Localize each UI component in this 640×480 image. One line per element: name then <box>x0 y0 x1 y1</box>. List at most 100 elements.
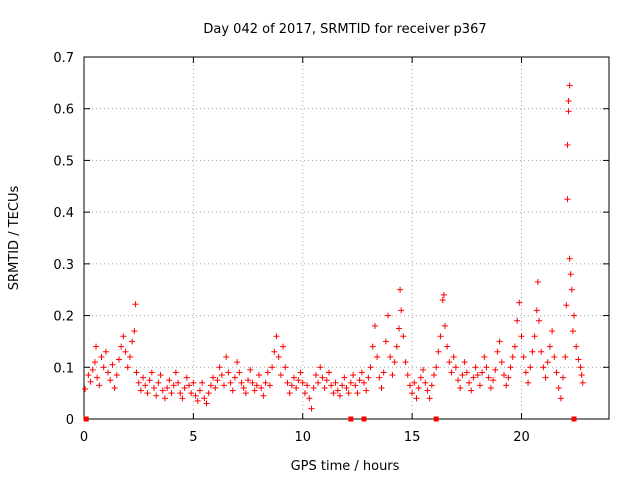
data-point <box>133 369 140 376</box>
data-point <box>286 390 293 397</box>
data-point <box>511 343 518 350</box>
data-point <box>94 374 101 381</box>
data-point <box>170 382 177 389</box>
data-point <box>330 390 337 397</box>
data-point <box>168 390 175 397</box>
data-point <box>234 359 241 366</box>
y-tick-label: 0.1 <box>53 361 74 376</box>
data-point <box>266 382 273 389</box>
data-point <box>415 384 422 391</box>
data-point <box>113 372 120 379</box>
data-point <box>155 379 162 386</box>
x-tick-label: 20 <box>513 430 530 445</box>
data-point <box>378 384 385 391</box>
y-tick-label: 0.4 <box>53 206 74 221</box>
data-point <box>568 286 575 293</box>
x-tick-label: 0 <box>80 430 88 445</box>
data-point <box>140 374 147 381</box>
data-point <box>563 302 570 309</box>
data-point <box>367 364 374 371</box>
data-point <box>194 397 201 404</box>
data-point <box>135 379 142 386</box>
axis-ticks: 0 5 10 15 20 0 0.1 0.2 0.3 0.4 0.5 0.6 0.7 <box>53 51 609 445</box>
data-point <box>275 353 282 360</box>
data-point <box>487 384 494 391</box>
data-point <box>350 372 357 379</box>
data-point <box>297 369 304 376</box>
data-point <box>144 390 151 397</box>
data-point <box>293 384 300 391</box>
data-point <box>223 353 230 360</box>
baseline-markers <box>83 416 577 422</box>
data-point <box>216 364 223 371</box>
data-point <box>448 369 455 376</box>
data-point <box>334 387 341 394</box>
data-point <box>177 390 184 397</box>
data-point <box>116 356 122 363</box>
data-point <box>82 386 89 393</box>
data-point <box>273 333 280 340</box>
data-point <box>363 387 370 394</box>
data-point <box>212 384 219 391</box>
data-point <box>148 369 155 376</box>
data-point <box>131 328 138 335</box>
x-tick-label: 10 <box>294 430 311 445</box>
data-point <box>534 278 541 285</box>
data-point <box>578 372 585 379</box>
data-point <box>476 382 483 389</box>
data-point <box>522 369 529 376</box>
data-point <box>319 374 326 381</box>
data-point <box>105 369 112 376</box>
data-points <box>82 82 586 412</box>
data-point <box>159 387 166 394</box>
data-point <box>107 377 114 384</box>
data-point <box>299 379 306 386</box>
data-point <box>437 333 444 340</box>
data-point <box>518 333 525 340</box>
data-point <box>253 382 260 389</box>
data-point <box>433 364 440 371</box>
data-point <box>420 366 427 373</box>
data-point <box>175 379 182 386</box>
data-point <box>201 395 208 402</box>
data-point <box>306 395 313 402</box>
data-point <box>444 343 451 350</box>
data-point <box>341 374 348 381</box>
data-point <box>387 353 394 360</box>
data-point <box>474 372 481 379</box>
data-point <box>172 369 179 376</box>
data-point <box>455 377 462 384</box>
data-point <box>207 382 214 389</box>
data-point <box>389 372 396 379</box>
data-point <box>413 395 420 402</box>
data-point <box>251 387 258 394</box>
data-point <box>435 348 442 355</box>
data-point <box>531 333 538 340</box>
data-point <box>533 307 540 314</box>
data-point <box>536 317 542 324</box>
data-point <box>404 372 411 379</box>
data-point <box>457 384 464 391</box>
data-point <box>129 338 136 345</box>
data-point <box>183 374 190 381</box>
data-point <box>295 377 302 384</box>
x-axis-label: GPS time / hours <box>291 459 400 474</box>
data-point <box>562 353 569 360</box>
data-point <box>409 390 416 397</box>
data-point <box>326 369 332 376</box>
data-point <box>238 379 245 386</box>
data-point <box>227 379 234 386</box>
data-point <box>551 353 558 360</box>
data-point <box>557 395 564 402</box>
data-point <box>98 353 105 360</box>
data-point <box>461 359 468 366</box>
data-point <box>505 374 512 381</box>
data-point <box>218 372 225 379</box>
data-point <box>571 312 577 319</box>
data-point <box>470 374 477 381</box>
grid <box>84 57 609 419</box>
data-point <box>352 382 359 389</box>
data-point <box>577 364 584 371</box>
y-tick-label: 0 <box>66 413 74 428</box>
data-point <box>376 374 383 381</box>
